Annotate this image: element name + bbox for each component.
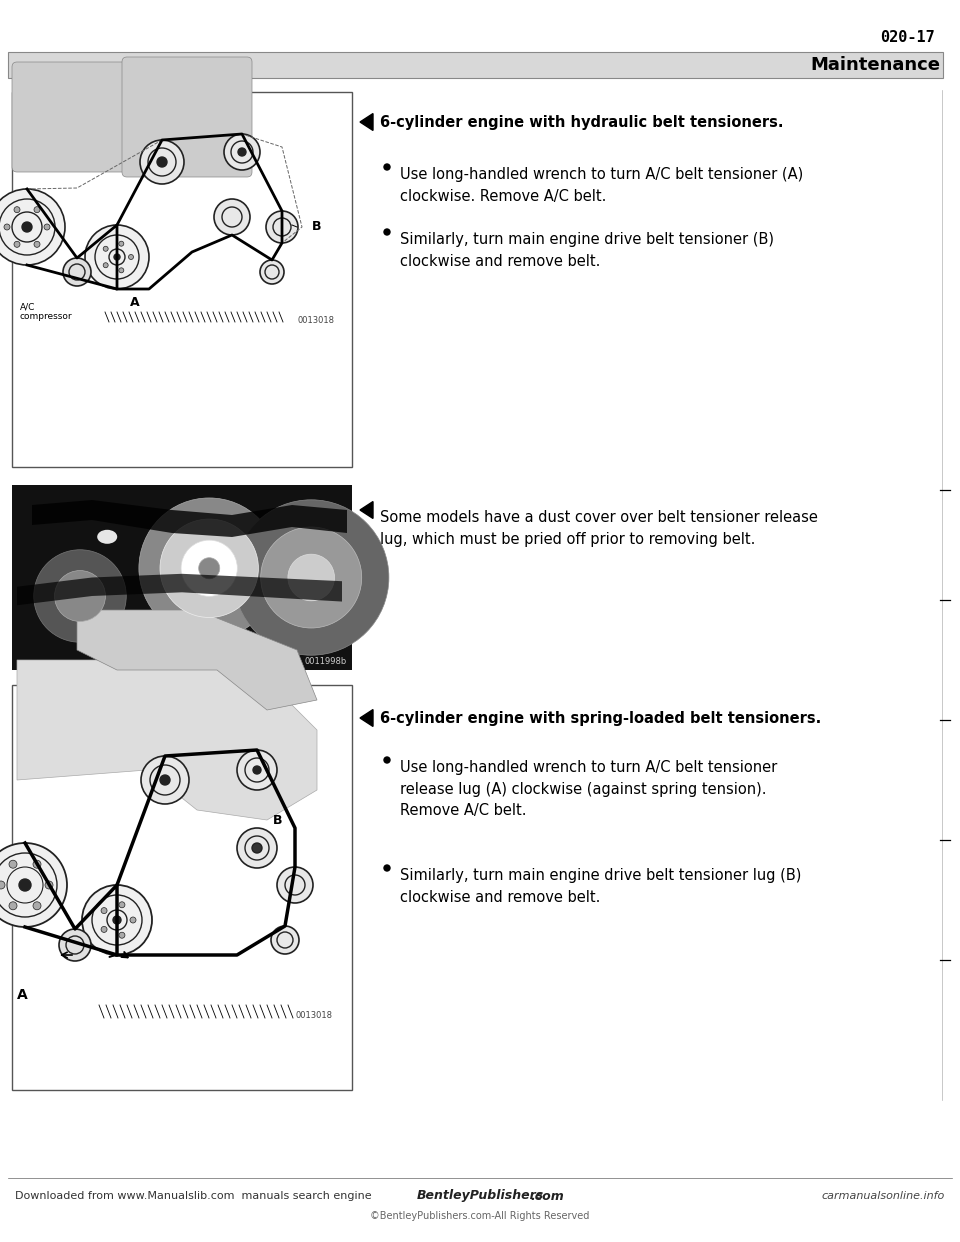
Circle shape [252,843,262,853]
Circle shape [140,140,184,184]
Text: B: B [273,814,282,826]
Circle shape [0,881,5,889]
Circle shape [0,843,67,927]
Circle shape [237,828,277,868]
Text: Maintenance: Maintenance [810,56,940,75]
Bar [12,686,352,1090]
Text: Use long-handled wrench to turn A/C belt tensioner
release lug (A) clockwise (ag: Use long-handled wrench to turn A/C belt… [400,760,778,818]
Circle shape [114,255,120,260]
Circle shape [85,225,149,289]
Polygon shape [360,709,373,727]
Circle shape [160,775,170,785]
Circle shape [233,499,389,656]
Circle shape [101,927,108,933]
FancyBboxPatch shape [12,62,202,171]
Circle shape [119,268,124,273]
Circle shape [199,558,220,579]
Text: BentleyPublishers: BentleyPublishers [417,1190,543,1202]
Circle shape [103,246,108,251]
Circle shape [384,229,390,235]
Text: carmanualsonline.info: carmanualsonline.info [822,1191,945,1201]
Circle shape [0,189,65,265]
Circle shape [9,902,17,910]
Circle shape [113,917,121,924]
Polygon shape [77,610,317,710]
Circle shape [253,766,261,774]
Circle shape [214,199,250,235]
Text: 6-cylinder engine with spring-loaded belt tensioners.: 6-cylinder engine with spring-loaded bel… [380,710,821,725]
Circle shape [288,554,334,601]
Circle shape [4,224,10,230]
FancyBboxPatch shape [122,57,252,178]
Text: Downloaded from www.Manualslib.com  manuals search engine: Downloaded from www.Manualslib.com manua… [15,1191,372,1201]
Text: A: A [131,296,140,308]
Circle shape [237,750,277,790]
Circle shape [14,241,20,247]
Circle shape [238,148,246,156]
Circle shape [271,927,299,954]
Polygon shape [17,660,317,820]
Circle shape [119,902,125,908]
Circle shape [261,527,362,628]
Circle shape [59,929,91,961]
Circle shape [19,879,31,891]
Circle shape [44,224,50,230]
Circle shape [34,206,40,212]
Bar [12,92,352,467]
Text: B: B [312,221,322,233]
Circle shape [34,550,127,642]
Text: Similarly, turn main engine drive belt tensioner (B)
clockwise and remove belt.: Similarly, turn main engine drive belt t… [400,232,774,268]
Text: 0011998b: 0011998b [304,657,347,666]
Circle shape [384,864,390,871]
Text: 0013018: 0013018 [295,1011,332,1020]
Circle shape [82,886,152,955]
Text: .com: .com [530,1190,564,1202]
Text: A: A [16,987,28,1002]
Circle shape [260,260,284,284]
Circle shape [45,881,53,889]
Circle shape [101,908,108,914]
Circle shape [9,861,17,868]
Circle shape [384,758,390,763]
Circle shape [139,498,279,638]
Circle shape [266,211,298,243]
Polygon shape [360,113,373,130]
Circle shape [224,134,260,170]
Text: Use long-handled wrench to turn A/C belt tensioner (A)
clockwise. Remove A/C bel: Use long-handled wrench to turn A/C belt… [400,166,804,204]
Text: Some models have a dust cover over belt tensioner release
lug, which must be pri: Some models have a dust cover over belt … [380,510,818,546]
Circle shape [103,263,108,268]
Circle shape [141,756,189,804]
Text: 0013018: 0013018 [298,315,335,325]
Text: ©BentleyPublishers.com-All Rights Reserved: ©BentleyPublishers.com-All Rights Reserv… [371,1211,589,1221]
Circle shape [33,902,41,910]
Circle shape [119,933,125,938]
Text: 6-cylinder engine with hydraulic belt tensioners.: 6-cylinder engine with hydraulic belt te… [380,114,783,129]
Circle shape [181,540,237,596]
Circle shape [129,255,133,260]
Ellipse shape [97,530,117,544]
Circle shape [22,222,32,232]
Bar [12,484,352,669]
Circle shape [157,156,167,166]
Circle shape [14,206,20,212]
Circle shape [55,570,106,621]
Polygon shape [360,502,373,518]
Text: Similarly, turn main engine drive belt tensioner lug (B)
clockwise and remove be: Similarly, turn main engine drive belt t… [400,868,802,904]
Text: 020-17: 020-17 [880,31,935,46]
Circle shape [33,861,41,868]
Circle shape [130,917,136,923]
Bar [8,52,943,78]
Circle shape [119,241,124,246]
Circle shape [277,867,313,903]
Text: A/C
compressor: A/C compressor [20,302,73,322]
Circle shape [384,164,390,170]
Circle shape [34,241,40,247]
Circle shape [160,519,258,617]
Circle shape [63,258,91,286]
